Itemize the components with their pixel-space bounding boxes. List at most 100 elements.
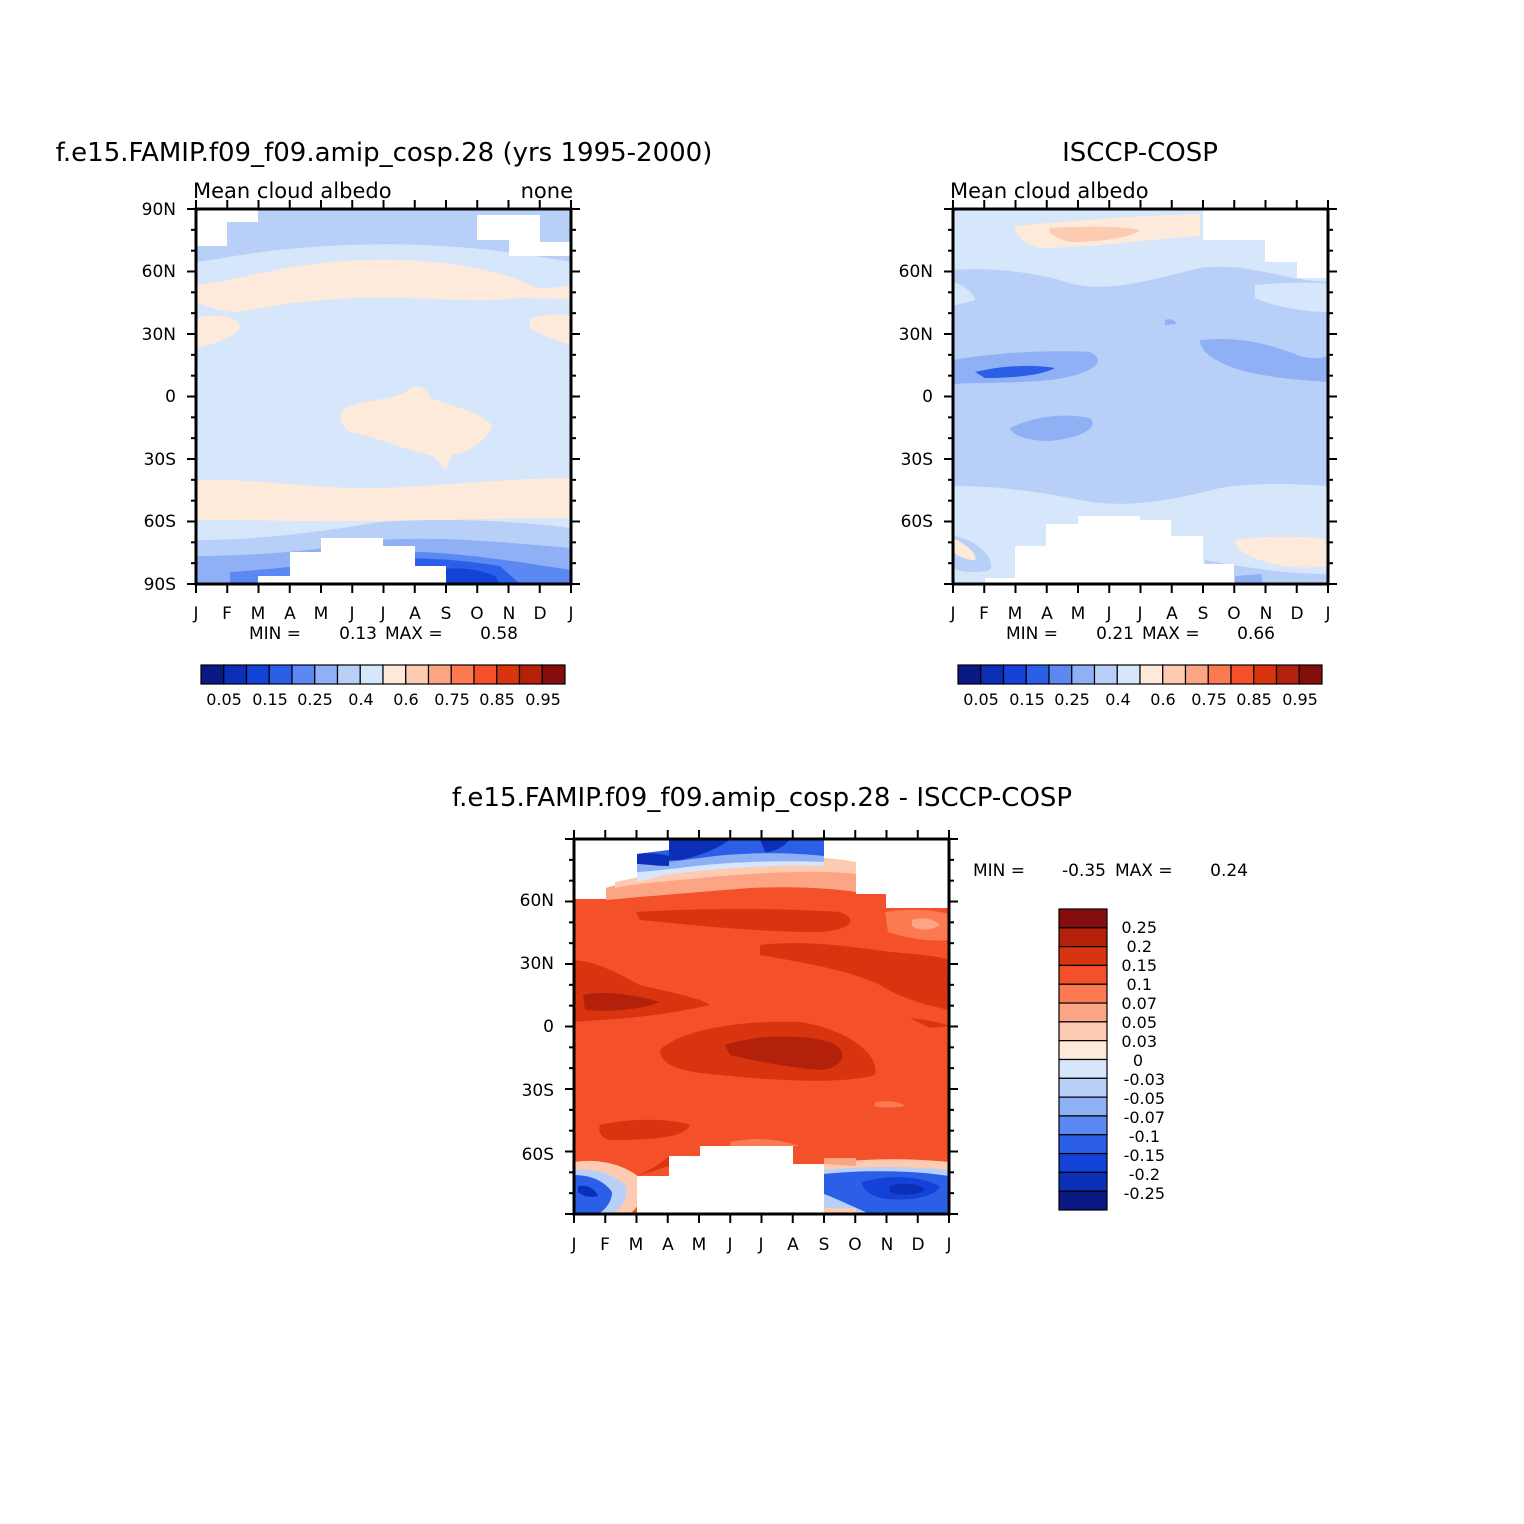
x-tick: J xyxy=(1136,604,1142,624)
colorbar-label: 0.75 xyxy=(434,690,470,709)
x-tick: A xyxy=(1041,604,1053,624)
max-value: 0.66 xyxy=(1237,624,1275,644)
colorbar-label: 0.25 xyxy=(297,690,333,709)
colorbar-swatch xyxy=(427,664,452,685)
colorbar-swatch xyxy=(1058,946,1108,967)
colorbar-swatch xyxy=(1058,964,1108,985)
panel-model-axes xyxy=(187,200,580,593)
colorbar-label: 0.95 xyxy=(525,690,561,709)
x-tick: A xyxy=(284,604,296,624)
x-tick: S xyxy=(441,604,452,624)
colorbar-swatch xyxy=(1184,664,1209,685)
colorbar-swatch xyxy=(1275,664,1300,685)
colorbar-label: 0.07 xyxy=(1121,994,1157,1013)
x-tick: J xyxy=(348,604,354,624)
colorbar-swatch xyxy=(245,664,270,685)
x-tick: F xyxy=(222,604,232,624)
colorbar-swatch xyxy=(382,664,407,685)
colorbar-swatch xyxy=(1058,1040,1108,1061)
y-tick: 30N xyxy=(520,954,554,974)
panel-difference-title: f.e15.FAMIP.f09_f09.amip_cosp.28 - ISCCP… xyxy=(452,783,1072,813)
colorbar-label: 0.4 xyxy=(348,690,373,709)
colorbar-swatch xyxy=(496,664,521,685)
y-tick: 60S xyxy=(901,512,933,532)
colorbar-swatch xyxy=(1162,664,1187,685)
colorbar-swatch xyxy=(1058,1077,1108,1098)
colorbar-swatch xyxy=(450,664,475,685)
x-tick: M xyxy=(1071,604,1086,624)
y-tick: 30S xyxy=(522,1081,554,1101)
y-tick: 60N xyxy=(142,262,176,282)
colorbar-swatch xyxy=(1253,664,1278,685)
x-tick: J xyxy=(1324,604,1330,624)
x-tick: J xyxy=(726,1235,732,1255)
max-label: MAX = xyxy=(1142,624,1200,644)
x-tick: J xyxy=(945,1235,951,1255)
panel-isccp-field xyxy=(953,209,1328,584)
colorbar-swatch xyxy=(291,664,316,685)
colorbar-swatch xyxy=(268,664,293,685)
colorbar-swatch xyxy=(473,664,498,685)
x-tick: F xyxy=(979,604,989,624)
y-tick: 30S xyxy=(144,450,176,470)
min-value: -0.35 xyxy=(1062,861,1106,881)
colorbar-swatch xyxy=(1058,1096,1108,1117)
colorbar-swatch xyxy=(200,664,225,685)
colorbar-label: 0.2 xyxy=(1127,937,1152,956)
colorbar-label: 0.85 xyxy=(479,690,515,709)
colorbar-label: 0.95 xyxy=(1282,690,1318,709)
colorbar-swatch xyxy=(1058,1021,1108,1042)
x-tick: N xyxy=(503,604,516,624)
colorbar-swatch xyxy=(957,664,982,685)
colorbar-swatch xyxy=(518,664,543,685)
x-tick: M xyxy=(314,604,329,624)
colorbar-swatch xyxy=(1058,1058,1108,1079)
x-tick: D xyxy=(1290,604,1303,624)
x-tick: M xyxy=(692,1235,707,1255)
colorbar-label: 0.15 xyxy=(1121,956,1157,975)
colorbar-swatch xyxy=(541,664,566,685)
colorbar-label: 0 xyxy=(1133,1051,1143,1070)
colorbar-swatch xyxy=(1298,664,1323,685)
colorbar-label: 0.05 xyxy=(206,690,242,709)
x-tick: D xyxy=(911,1235,924,1255)
y-tick: 60S xyxy=(144,512,176,532)
colorbar-label: 0.85 xyxy=(1236,690,1272,709)
x-tick: A xyxy=(787,1235,799,1255)
x-tick: M xyxy=(629,1235,644,1255)
colorbar-label: 0.05 xyxy=(1121,1013,1157,1032)
panel-difference-axes xyxy=(565,830,958,1223)
y-tick: 60N xyxy=(899,262,933,282)
max-label: MAX = xyxy=(1115,861,1173,881)
colorbar-label: -0.25 xyxy=(1124,1184,1165,1203)
panel-model-field xyxy=(196,209,571,584)
y-tick: 90S xyxy=(144,575,176,595)
colorbar-label: 0.03 xyxy=(1121,1032,1157,1051)
colorbar-label: 0.25 xyxy=(1121,918,1157,937)
y-tick: 30N xyxy=(142,325,176,345)
panel-model-colorbar xyxy=(200,664,566,685)
x-tick: O xyxy=(1227,604,1240,624)
colorbar-swatch xyxy=(1058,1134,1108,1155)
panel-isccp-axes xyxy=(944,200,1337,593)
colorbar-swatch xyxy=(1058,908,1108,929)
colorbar-swatch xyxy=(980,664,1005,685)
colorbar-swatch xyxy=(1139,664,1164,685)
colorbar-swatch xyxy=(1025,664,1050,685)
panel-model-right-label: none xyxy=(521,179,573,203)
colorbar-label: -0.2 xyxy=(1129,1165,1160,1184)
colorbar-label: 0.25 xyxy=(1054,690,1090,709)
panel-model-left-label: Mean cloud albedo xyxy=(193,179,392,203)
colorbar-swatch xyxy=(1048,664,1073,685)
panel-difference-field xyxy=(574,839,949,1214)
colorbar-swatch xyxy=(1002,664,1027,685)
colorbar-swatch xyxy=(1116,664,1141,685)
x-tick: D xyxy=(533,604,546,624)
x-tick: J xyxy=(1105,604,1111,624)
y-tick: 60S xyxy=(522,1145,554,1165)
max-label: MAX = xyxy=(385,624,443,644)
colorbar-label: -0.1 xyxy=(1129,1127,1160,1146)
x-tick: N xyxy=(1260,604,1273,624)
y-tick: 30S xyxy=(901,450,933,470)
